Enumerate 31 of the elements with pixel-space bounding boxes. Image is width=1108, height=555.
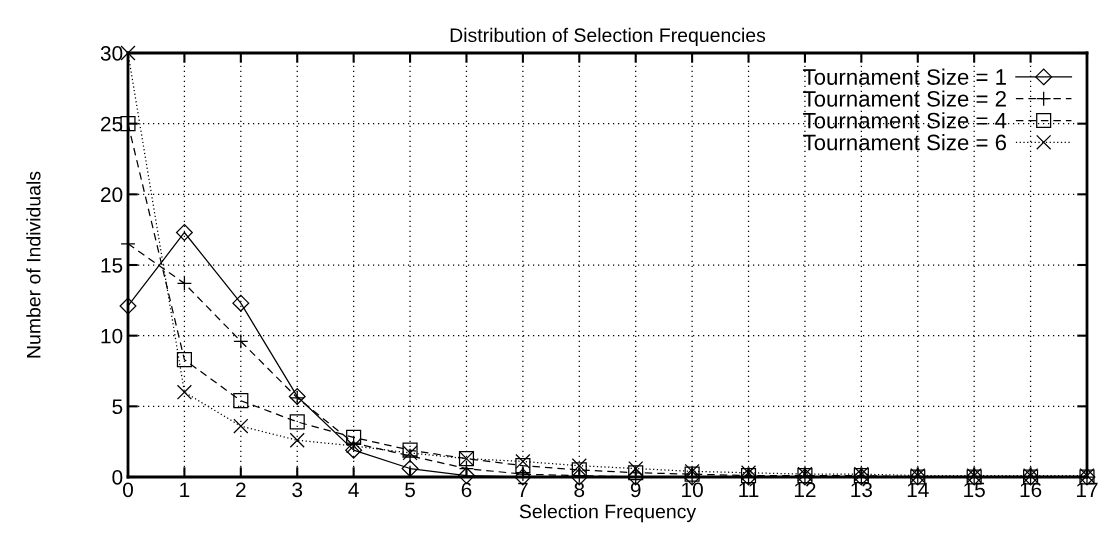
y-tick-label: 0 xyxy=(112,470,123,485)
x-tick-label: 7 xyxy=(518,482,528,497)
legend-label: Tournament Size = 4 xyxy=(803,112,1007,129)
x-tick-label: 4 xyxy=(348,482,359,497)
x-tick-label: 3 xyxy=(292,482,303,498)
x-tick-label: 1 xyxy=(180,482,190,497)
x-tick-label: 5 xyxy=(405,482,415,498)
x-tick-label: 17 xyxy=(1077,482,1098,497)
chart-title: Distribution of Selection Frequencies xyxy=(450,27,766,46)
y-tick-label: 15 xyxy=(101,258,123,273)
x-tick-label: 11 xyxy=(739,482,759,497)
legend-label: Tournament Size = 1 xyxy=(803,68,1006,85)
x-tick-label: 12 xyxy=(794,482,816,497)
x-tick-label: 8 xyxy=(574,482,585,498)
legend-label: Tournament Size = 2 xyxy=(803,90,1006,107)
x-axis-title: Selection Frequency xyxy=(519,504,697,523)
y-tick-label: 20 xyxy=(101,187,123,203)
y-tick-label: 10 xyxy=(101,328,123,344)
x-tick-label: 13 xyxy=(851,482,873,498)
x-tick-label: 15 xyxy=(964,482,985,498)
x-tick-label: 16 xyxy=(1020,482,1042,498)
x-tick-label: 0 xyxy=(123,482,133,498)
y-tick-label: 5 xyxy=(112,399,123,415)
x-tick-label: 14 xyxy=(907,482,929,497)
y-axis-title: Number of Individuals xyxy=(26,171,41,358)
legend-label: Tournament Size = 6 xyxy=(803,134,1007,151)
x-tick-label: 9 xyxy=(630,482,641,498)
x-tick-label: 2 xyxy=(236,482,246,497)
x-tick-label: 10 xyxy=(682,482,703,498)
y-tick-label: 30 xyxy=(100,46,123,61)
x-tick-label: 6 xyxy=(461,482,472,498)
